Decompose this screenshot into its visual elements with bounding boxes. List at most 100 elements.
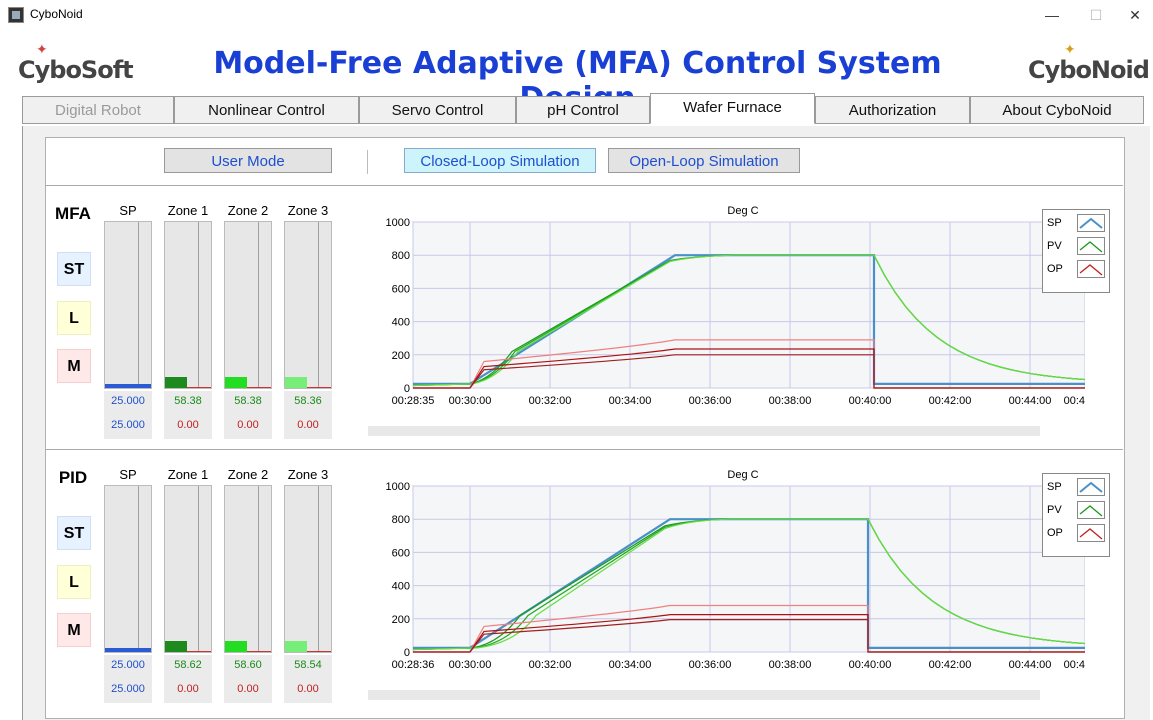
bar-gauge	[224, 485, 272, 653]
bar-output-line	[247, 651, 271, 652]
bar-readout: 58.38 0.00	[224, 391, 272, 439]
y-tick-label: 400	[392, 581, 410, 593]
pv-series-line	[412, 518, 1085, 651]
op-series-line	[413, 619, 1085, 653]
pv-series-line	[412, 254, 1085, 387]
bar-setpoint-line	[258, 222, 259, 388]
y-tick-label: 0	[404, 383, 410, 395]
op-value: 25.000	[111, 683, 145, 695]
op-value: 0.00	[237, 683, 259, 695]
legend-label: PV	[1047, 240, 1062, 252]
bar-setpoint-line	[138, 486, 139, 652]
maximize-button[interactable]: ☐	[1089, 7, 1103, 23]
mfa-mode-l-button[interactable]: L	[57, 301, 91, 335]
pv-value: 58.54	[294, 659, 322, 671]
bar-fill	[165, 641, 187, 652]
mfa-mode-st-button[interactable]: ST	[57, 252, 91, 286]
pid-mode-l-button[interactable]: L	[57, 565, 91, 599]
y-tick-label: 1000	[386, 217, 410, 229]
window-titlebar: CyboNoid — ☐ ✕	[0, 0, 1153, 30]
bar-label: SP	[119, 467, 137, 482]
legend-label: SP	[1047, 481, 1062, 493]
y-tick-label: 0	[404, 647, 410, 659]
y-tick-label: 400	[392, 317, 410, 329]
open-loop-simulation-button[interactable]: Open-Loop Simulation	[608, 148, 800, 173]
bar-label: Zone 3	[287, 203, 329, 218]
tab-digital-robot[interactable]: Digital Robot	[22, 96, 174, 124]
bar-gauge	[164, 485, 212, 653]
legend-swatch-icon	[1077, 237, 1105, 255]
pid-control-panel: PID ST L M SP 25.000 25.000 Zone 1 58.62 0.00 Zone…	[45, 450, 1123, 710]
bar-readout: 58.62 0.00	[164, 655, 212, 703]
minimize-button[interactable]: —	[1045, 7, 1059, 23]
x-tick-label: 00:34:00	[609, 395, 652, 407]
op-value: 0.00	[297, 683, 319, 695]
bar-gauge	[284, 221, 332, 389]
pv-value: 25.000	[111, 395, 145, 407]
x-tick-label: 00:42:00	[929, 659, 972, 671]
bar-fill	[105, 384, 151, 388]
bar-label: Zone 1	[167, 203, 209, 218]
mfa-trend-chart: Deg C1000800600400200010050000:28:3500:3…	[386, 205, 1085, 407]
op-series-line	[413, 339, 1085, 389]
bar-readout: 58.36 0.00	[284, 391, 332, 439]
tab-ph-control[interactable]: pH Control	[516, 96, 650, 124]
tab-about-cybonoid[interactable]: About CyboNoid	[970, 96, 1144, 124]
op-series-line	[413, 604, 1085, 653]
tab-authorization[interactable]: Authorization	[815, 96, 970, 124]
bar-readout: 58.38 0.00	[164, 391, 212, 439]
legend-item-op: OP	[1047, 524, 1107, 546]
op-series-line	[413, 354, 1085, 389]
legend-swatch-icon	[1077, 214, 1105, 232]
pid-chart-legend: SP PV OP	[1042, 473, 1110, 557]
mfa-chart-scrollbar[interactable]	[368, 426, 1040, 436]
y-tick-label: 800	[392, 514, 410, 526]
chart-title: Deg C	[727, 205, 758, 217]
bar-fill	[225, 641, 247, 652]
legend-item-op: OP	[1047, 260, 1107, 282]
bar-output-line	[307, 387, 331, 388]
bar-label: Zone 3	[287, 467, 329, 482]
y-tick-label: 200	[392, 350, 410, 362]
pv-value: 58.38	[234, 395, 262, 407]
x-tick-label: 00:34:00	[609, 659, 652, 671]
divider	[45, 185, 1123, 186]
close-button[interactable]: ✕	[1129, 7, 1141, 23]
user-mode-button[interactable]: User Mode	[164, 148, 332, 173]
y-tick-label: 1000	[386, 481, 410, 493]
legend-label: OP	[1047, 263, 1063, 275]
op-value: 0.00	[177, 683, 199, 695]
toolbar-divider	[367, 150, 368, 174]
cybonoid-logo-text: CyboNoid	[1028, 56, 1150, 84]
window-title: CyboNoid	[30, 7, 83, 21]
bar-readout: 58.54 0.00	[284, 655, 332, 703]
op-value: 0.00	[177, 419, 199, 431]
tab-servo-control[interactable]: Servo Control	[359, 96, 516, 124]
pv-value: 25.000	[111, 659, 145, 671]
legend-item-pv: PV	[1047, 501, 1107, 523]
pid-chart-scrollbar[interactable]	[368, 690, 1040, 700]
legend-swatch-icon	[1077, 524, 1105, 542]
op-value: 25.000	[111, 419, 145, 431]
x-tick-label: 00:38:00	[769, 395, 812, 407]
x-tick-label: 00:36:00	[689, 395, 732, 407]
x-tick-label: 00:45:20	[1064, 395, 1085, 407]
x-tick-label: 00:40:00	[849, 659, 892, 671]
pid-mode-st-button[interactable]: ST	[57, 516, 91, 550]
bar-output-line	[247, 387, 271, 388]
legend-swatch-icon	[1077, 260, 1105, 278]
y-tick-label: 800	[392, 250, 410, 262]
bar-setpoint-line	[318, 486, 319, 652]
mfa-mode-m-button[interactable]: M	[57, 349, 91, 383]
x-tick-label: 00:44:00	[1009, 659, 1052, 671]
bar-setpoint-line	[258, 486, 259, 652]
bar-setpoint-line	[138, 222, 139, 388]
divider	[45, 449, 1123, 450]
closed-loop-simulation-button[interactable]: Closed-Loop Simulation	[404, 148, 596, 173]
tab-wafer-furnace[interactable]: Wafer Furnace	[650, 93, 815, 124]
controller-name-mfa: MFA	[55, 204, 91, 223]
pid-mode-m-button[interactable]: M	[57, 613, 91, 647]
pv-value: 58.62	[174, 659, 202, 671]
tab-nonlinear-control[interactable]: Nonlinear Control	[174, 96, 359, 124]
y-tick-label: 600	[392, 547, 410, 559]
